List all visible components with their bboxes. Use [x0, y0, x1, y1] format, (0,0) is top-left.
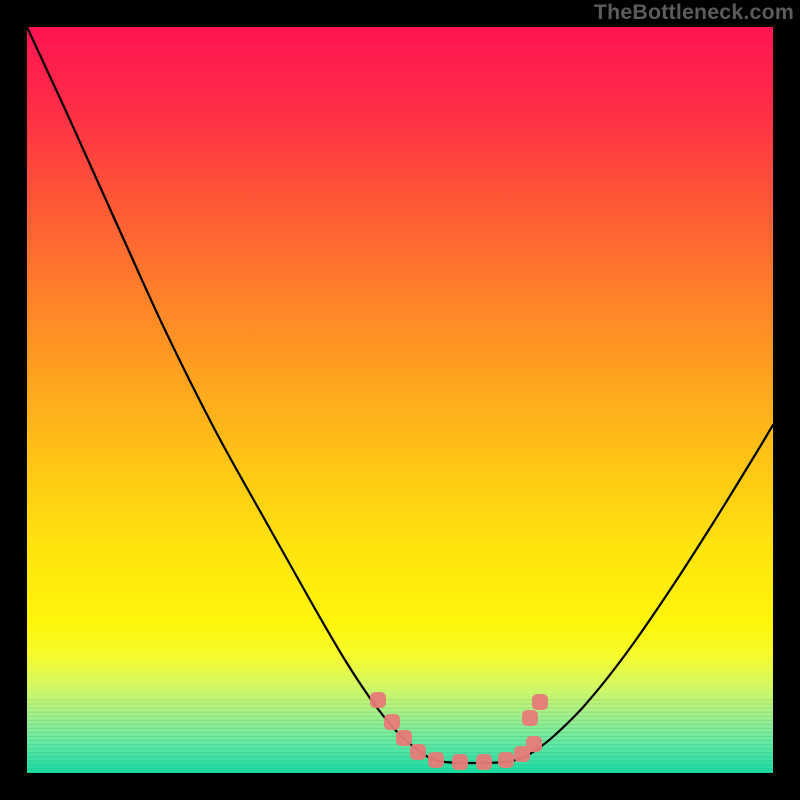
curve-marker [396, 730, 412, 746]
curve-marker [452, 754, 468, 770]
curve-marker [532, 694, 548, 710]
curve-marker [384, 714, 400, 730]
curve-marker [428, 752, 444, 768]
curve-marker [522, 710, 538, 726]
gradient-background [27, 27, 773, 773]
bottleneck-chart [0, 0, 800, 800]
curve-marker [476, 754, 492, 770]
curve-marker [370, 692, 386, 708]
plot-area [27, 27, 773, 773]
curve-marker [410, 744, 426, 760]
curve-marker [498, 752, 514, 768]
chart-root: TheBottleneck.com [0, 0, 800, 800]
curve-marker [526, 736, 542, 752]
